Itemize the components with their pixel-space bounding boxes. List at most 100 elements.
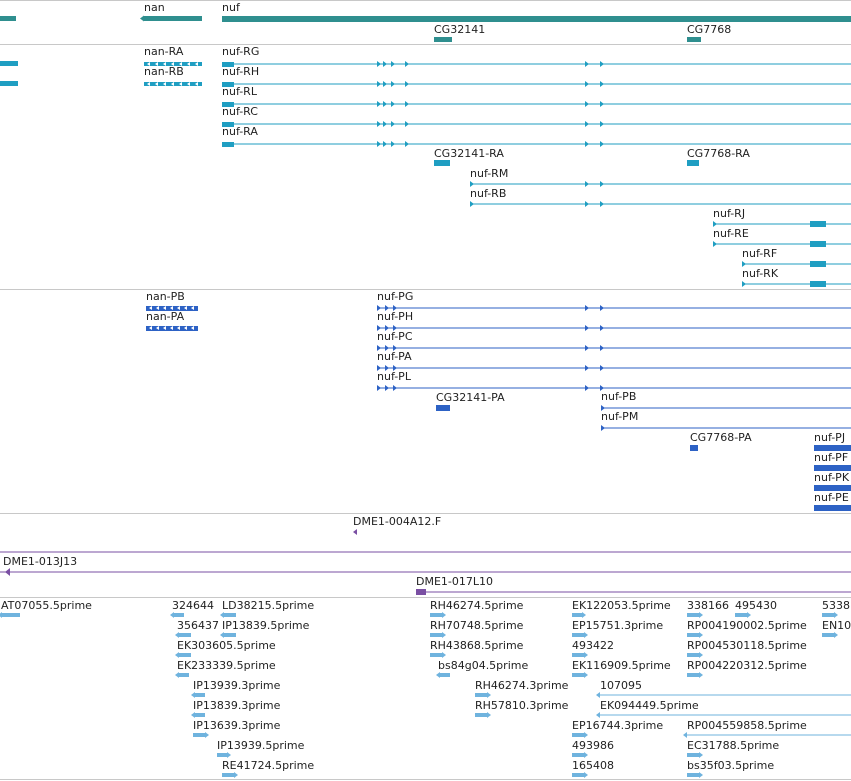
est-feature-bs84g04-5prime[interactable]	[440, 673, 450, 677]
est-strand-arrow-ep15751-3prime[interactable]	[584, 632, 588, 638]
est-feature-en10[interactable]	[822, 633, 834, 637]
est-label-ip13639-3prime[interactable]: IP13639.3prime	[193, 719, 281, 732]
transcript-exon-arrow-nuf-rg[interactable]	[600, 61, 604, 67]
protein-start-arrow-nuf-pb[interactable]	[601, 405, 605, 411]
est-feature-ip13939-3prime[interactable]	[195, 693, 205, 697]
est-label-ip13839-5prime[interactable]: IP13839.5prime	[222, 619, 310, 632]
est-feature-rh43868-5prime[interactable]	[430, 653, 442, 657]
transcript-exon-arrow-nuf-rg[interactable]	[377, 61, 381, 67]
gene-label-cg7768[interactable]: CG7768	[687, 23, 732, 36]
transcript-exon-arrow-nuf-rc[interactable]	[600, 121, 604, 127]
est-feature-rp004530118-5prime[interactable]	[687, 653, 699, 657]
est-strand-arrow-ek122053-5prime[interactable]	[582, 612, 586, 618]
est-label-ek233339-5prime[interactable]: EK233339.5prime	[177, 659, 276, 672]
strand-arrow[interactable]	[171, 62, 174, 66]
clone-label-dme1-017l10[interactable]: DME1-017L10	[416, 575, 493, 588]
est-strand-arrow-ip13939-3prime[interactable]	[191, 692, 195, 698]
est-strand-arrow-rp004190002-5prime[interactable]	[699, 632, 703, 638]
protein-exon-arrow-nuf-pl[interactable]	[393, 385, 397, 391]
est-label-356437[interactable]: 356437	[177, 619, 219, 632]
transcript-start-arrow-nuf-re[interactable]	[713, 241, 717, 247]
transcript-exon-arrow-nuf-rh[interactable]	[405, 81, 409, 87]
est-strand-arrow-5338[interactable]	[834, 612, 838, 618]
strand-arrow[interactable]	[170, 306, 173, 310]
transcript-exon-arrow-nuf-ra[interactable]	[600, 141, 604, 147]
est-feature-5338[interactable]	[822, 613, 834, 617]
est-label-ek122053-5prime[interactable]: EK122053.5prime	[572, 599, 671, 612]
est-label-ek303605-5prime[interactable]: EK303605.5prime	[177, 639, 276, 652]
strand-arrow[interactable]	[179, 82, 182, 86]
gene-feature-cg32141[interactable]	[434, 37, 452, 42]
transcript-label-nuf-rb[interactable]: nuf-RB	[470, 187, 507, 200]
est-feature-rh57810-3prime[interactable]	[475, 713, 487, 717]
est-feature-493422[interactable]	[572, 653, 584, 657]
transcript-exon-arrow-nuf-rb[interactable]	[600, 201, 604, 207]
est-label-rh46274-3prime[interactable]: RH46274.3prime	[475, 679, 569, 692]
est-label-rp004559858-5prime[interactable]: RP004559858.5prime	[687, 719, 807, 732]
protein-label-nuf-ph[interactable]: nuf-PH	[377, 310, 414, 323]
est-label-495430[interactable]: 495430	[735, 599, 777, 612]
est-strand-arrow-107095[interactable]	[596, 692, 600, 698]
protein-start-arrow-nuf-pm[interactable]	[601, 425, 605, 431]
clone-feature-dme1-004a12-f[interactable]	[353, 529, 357, 535]
est-feature-495430[interactable]	[735, 613, 747, 617]
transcript-exon-arrow-nuf-ra[interactable]	[377, 141, 381, 147]
gene-label-nuf[interactable]: nuf	[222, 1, 240, 14]
est-feature-ip13939-5prime[interactable]	[217, 753, 227, 757]
est-feature-rh70748-5prime[interactable]	[430, 633, 442, 637]
transcript-exon-arrow-nuf-rm[interactable]	[585, 181, 589, 187]
est-strand-arrow-re41724-5prime[interactable]	[234, 772, 238, 778]
strand-arrow[interactable]	[187, 62, 190, 66]
transcript-label-nuf-rm[interactable]: nuf-RM	[470, 167, 509, 180]
transcript-label-nuf-ra[interactable]: nuf-RA	[222, 125, 258, 138]
est-strand-arrow-356437[interactable]	[175, 632, 179, 638]
est-strand-arrow-ep16744-3prime[interactable]	[584, 732, 588, 738]
transcript-label-nuf-rl[interactable]: nuf-RL	[222, 85, 257, 98]
clone-strand-arrow-dme1-013j13[interactable]	[5, 568, 10, 576]
est-feature-rh46274-3prime[interactable]	[475, 693, 487, 697]
transcript-exon-arrow-nuf-rm[interactable]	[600, 181, 604, 187]
est-strand-arrow-bs84g04-5prime[interactable]	[436, 672, 440, 678]
est-feature-bs35f03-5prime[interactable]	[687, 773, 699, 777]
protein-label-nuf-pe[interactable]: nuf-PE	[814, 491, 849, 504]
strand-arrow[interactable]	[163, 62, 166, 66]
transcript-exon-arrow-nuf-rg[interactable]	[585, 61, 589, 67]
est-feature-165408[interactable]	[572, 773, 584, 777]
transcript-exon-arrow-nuf-rg[interactable]	[383, 61, 387, 67]
protein-exon-arrow-nuf-pa[interactable]	[600, 365, 604, 371]
protein-label-nuf-pj[interactable]: nuf-PJ	[814, 431, 846, 444]
est-strand-arrow-ip13839-3prime[interactable]	[191, 712, 195, 718]
transcript-label-nuf-rk[interactable]: nuf-RK	[742, 267, 779, 280]
protein-exon-arrow-nuf-pc[interactable]	[377, 345, 381, 351]
protein-feature-nuf-pe[interactable]	[814, 505, 851, 511]
est-feature-ip13639-3prime[interactable]	[193, 733, 205, 737]
est-label-ec31788-5prime[interactable]: EC31788.5prime	[687, 739, 780, 752]
transcript-label-nuf-rj[interactable]: nuf-RJ	[713, 207, 746, 220]
est-label-rh46274-5prime[interactable]: RH46274.5prime	[430, 599, 524, 612]
est-strand-arrow-ek233339-5prime[interactable]	[175, 672, 179, 678]
protein-exon-arrow-nuf-pl[interactable]	[600, 385, 604, 391]
transcript-start-arrow-nuf-rk[interactable]	[742, 281, 746, 287]
protein-exon-arrow-nuf-pa[interactable]	[377, 365, 381, 371]
transcript-exon-nuf-rh[interactable]	[222, 82, 234, 87]
protein-exon-arrow-nuf-ph[interactable]	[377, 325, 381, 331]
transcript-exon-arrow-nuf-rc[interactable]	[405, 121, 409, 127]
est-label-ep15751-3prime[interactable]: EP15751.3prime	[572, 619, 664, 632]
est-label-338166[interactable]: 338166	[687, 599, 729, 612]
protein-label-nuf-pk[interactable]: nuf-PK	[814, 471, 850, 484]
protein-label-cg7768-pa[interactable]: CG7768-PA	[690, 431, 752, 444]
protein-label-nan-pa[interactable]: nan-PA	[146, 310, 185, 323]
gene-label-nan[interactable]: nan	[144, 1, 165, 14]
transcript-exon-nuf-rc[interactable]	[222, 122, 234, 127]
transcript-exon-arrow-nuf-rh[interactable]	[391, 81, 395, 87]
transcript-feature-cg32141-ra[interactable]	[434, 160, 450, 166]
protein-exon-arrow-nuf-pg[interactable]	[585, 305, 589, 311]
transcript-exon-nuf-ra[interactable]	[222, 142, 234, 147]
est-label-493986[interactable]: 493986	[572, 739, 614, 752]
est-feature-ek122053-5prime[interactable]	[572, 613, 582, 617]
transcript-exon-arrow-nuf-rm[interactable]	[470, 181, 474, 187]
est-feature-356437[interactable]	[179, 633, 191, 637]
transcript-exon-arrow-nuf-rc[interactable]	[585, 121, 589, 127]
clone-label-dme1-004a12-f[interactable]: DME1-004A12.F	[353, 515, 442, 528]
est-strand-arrow-rp004559858-5prime[interactable]	[683, 732, 687, 738]
